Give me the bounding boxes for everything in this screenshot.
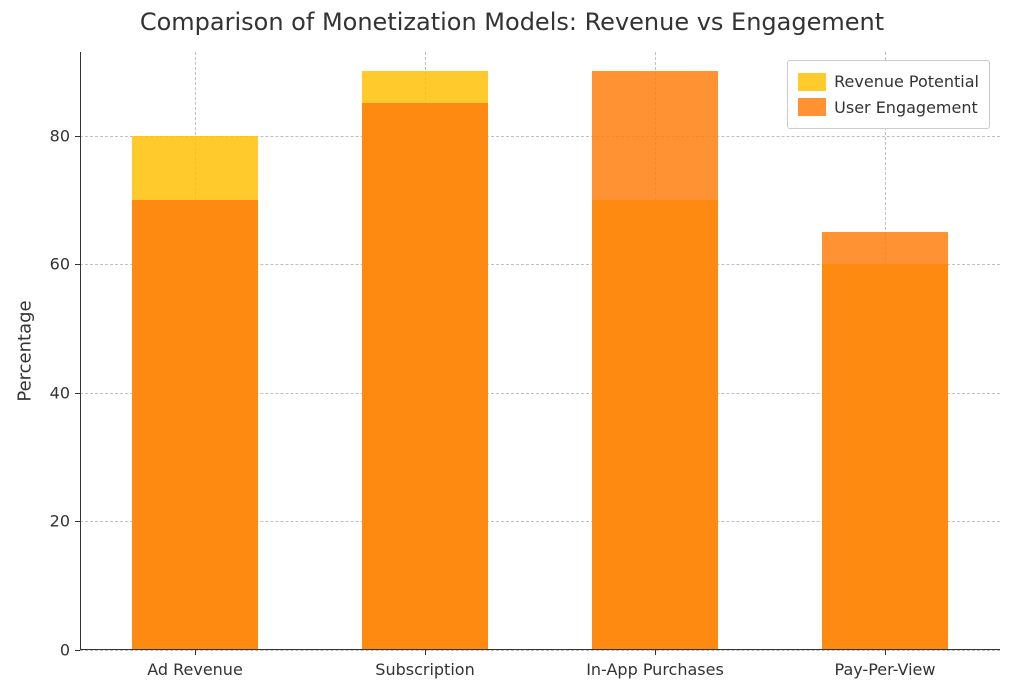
xtick-label: Pay-Per-View (835, 660, 936, 679)
xtick-label: Subscription (375, 660, 474, 679)
xtick-mark (195, 650, 196, 655)
bar (362, 103, 489, 650)
xtick-mark (655, 650, 656, 655)
plot-area: Percentage 020406080Ad RevenueSubscripti… (80, 52, 1000, 650)
xtick-label: In-App Purchases (586, 660, 724, 679)
y-axis-label: Percentage (15, 300, 36, 401)
ytick-mark (75, 650, 80, 651)
xtick-mark (425, 650, 426, 655)
chart-title: Comparison of Monetization Models: Reven… (0, 8, 1024, 36)
xtick-mark (885, 650, 886, 655)
legend-label: Revenue Potential (834, 69, 979, 95)
legend-swatch (798, 73, 826, 91)
ytick-label: 60 (50, 255, 70, 274)
ytick-label: 40 (50, 383, 70, 402)
figure: Comparison of Monetization Models: Reven… (0, 0, 1024, 694)
axis-spine-left (80, 52, 81, 650)
ytick-label: 80 (50, 126, 70, 145)
bar (592, 71, 719, 650)
gridline-y (80, 650, 1000, 651)
legend-label: User Engagement (834, 95, 978, 121)
legend: Revenue PotentialUser Engagement (787, 60, 990, 129)
legend-swatch (798, 98, 826, 116)
axis-spine-bottom (80, 649, 1000, 650)
bar (822, 232, 949, 650)
ytick-label: 0 (60, 641, 70, 660)
bar (132, 200, 259, 650)
ytick-label: 20 (50, 512, 70, 531)
legend-item: User Engagement (798, 95, 979, 121)
xtick-label: Ad Revenue (147, 660, 243, 679)
legend-item: Revenue Potential (798, 69, 979, 95)
